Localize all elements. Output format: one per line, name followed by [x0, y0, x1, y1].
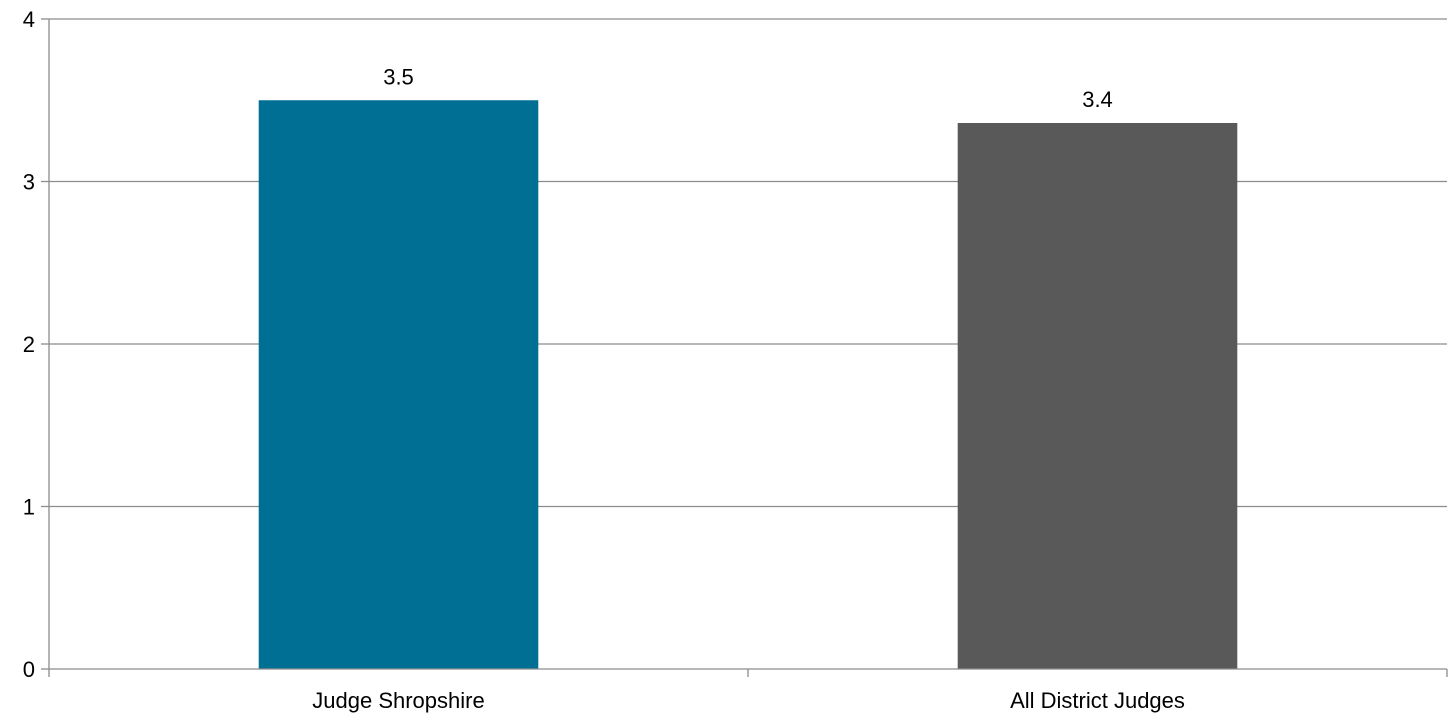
bar-1 [957, 123, 1238, 669]
x-category-label: Judge Shropshire [312, 688, 484, 713]
bar-0 [258, 100, 539, 669]
x-category-label: All District Judges [1010, 688, 1185, 713]
bar-data-label: 3.4 [1082, 87, 1113, 112]
bar-data-label: 3.5 [383, 64, 414, 89]
bars [258, 100, 1238, 669]
y-tick-label: 1 [23, 495, 35, 520]
y-tick-label: 0 [23, 657, 35, 682]
labels: 0 1 2 3 4 3.5 Judge Shropshire 3.4 All District … [23, 7, 1185, 713]
y-tick-label: 4 [23, 7, 35, 32]
y-tick-label: 2 [23, 332, 35, 357]
axes [41, 18, 1448, 677]
y-tick-label: 3 [23, 170, 35, 195]
